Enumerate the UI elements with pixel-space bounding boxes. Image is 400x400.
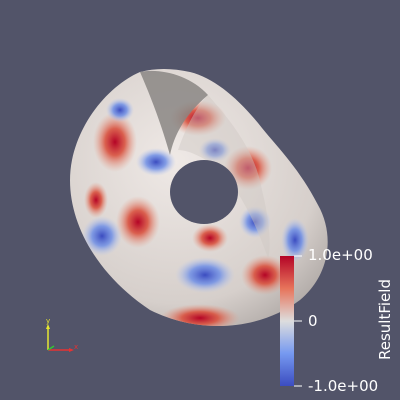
- axis-x-label: x: [74, 343, 79, 351]
- colorbar-title: ResultField: [376, 279, 394, 360]
- colorbar-gradient: [280, 256, 294, 386]
- colorbar-min-label: -1.0e+00: [308, 377, 379, 395]
- red-blob: [93, 112, 137, 172]
- colorbar-max-label: 1.0e+00: [308, 246, 373, 264]
- colorbar-mid-label: 0: [308, 312, 318, 330]
- orientation-axes: [46, 324, 74, 352]
- torus-hole: [170, 160, 238, 224]
- axis-y-label: y: [46, 317, 51, 325]
- blue-blob: [82, 216, 122, 256]
- surface-fold: [140, 70, 208, 155]
